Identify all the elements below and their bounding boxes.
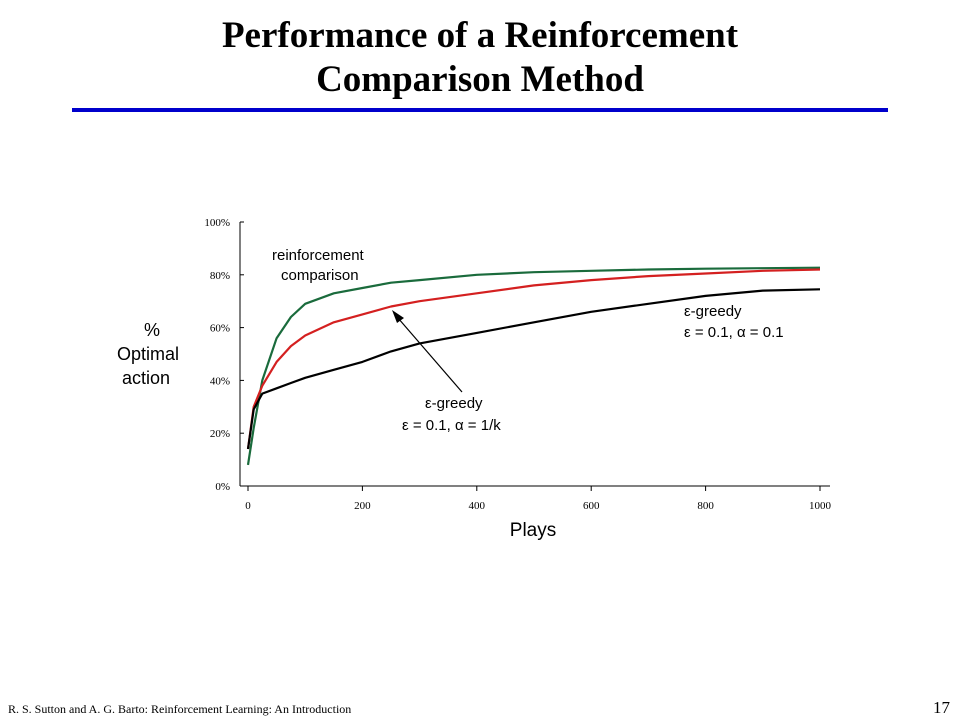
y-tick-label: 20% xyxy=(210,428,230,440)
x-tick-label: 0 xyxy=(245,500,251,512)
x-axis-label: Plays xyxy=(510,520,556,541)
series-line-1 xyxy=(246,266,821,466)
y-axis-label-line-3: action xyxy=(122,368,170,388)
plot-frame xyxy=(239,222,830,487)
series-line-3 xyxy=(246,288,821,450)
annotation-arrow-shaft xyxy=(397,317,463,393)
y-axis-label-line-1: % xyxy=(144,320,160,340)
annotation-reinforcement-comparison-line-2: comparison xyxy=(281,267,359,284)
annotation-reinforcement-comparison-line-1: reinforcement xyxy=(272,247,365,264)
y-tick-label: 60% xyxy=(210,323,230,335)
x-tick-label: 800 xyxy=(697,500,714,512)
series-lines xyxy=(246,266,821,466)
title-rule xyxy=(72,108,888,112)
y-ticks: 0% 20% 40% 60% 80% 100% xyxy=(204,217,244,493)
y-tick-label: 40% xyxy=(210,375,230,387)
slide-title-line-1: Performance of a Reinforcement xyxy=(221,15,739,56)
x-ticks: 0 200 400 600 800 1000 xyxy=(245,486,832,512)
annotation-greedy-const-line-1: ε-greedy xyxy=(684,303,742,320)
annotation-arrow-head xyxy=(392,310,404,323)
x-tick-label: 400 xyxy=(469,500,486,512)
y-tick-label: 0% xyxy=(215,481,230,493)
slide-title-line-2: Comparison Method xyxy=(316,59,644,100)
y-axis-label-line-2: Optimal xyxy=(117,344,179,364)
annotation-greedy-avg-line-2: ε = 0.1, α = 1/k xyxy=(402,417,501,434)
y-tick-label: 100% xyxy=(204,217,230,229)
series-line-2 xyxy=(246,268,821,450)
slide-title: Performance of a Reinforcement Compariso… xyxy=(0,14,960,102)
y-tick-label: 80% xyxy=(210,270,230,282)
annotation-greedy-avg-line-1: ε-greedy xyxy=(425,395,483,412)
x-tick-label: 600 xyxy=(583,500,600,512)
page-number: 17 xyxy=(933,698,950,717)
footer-citation: R. S. Sutton and A. G. Barto: Reinforcem… xyxy=(8,702,352,716)
x-tick-label: 1000 xyxy=(809,500,832,512)
x-tick-label: 200 xyxy=(354,500,371,512)
annotation-greedy-const-line-2: ε = 0.1, α = 0.1 xyxy=(684,324,784,341)
